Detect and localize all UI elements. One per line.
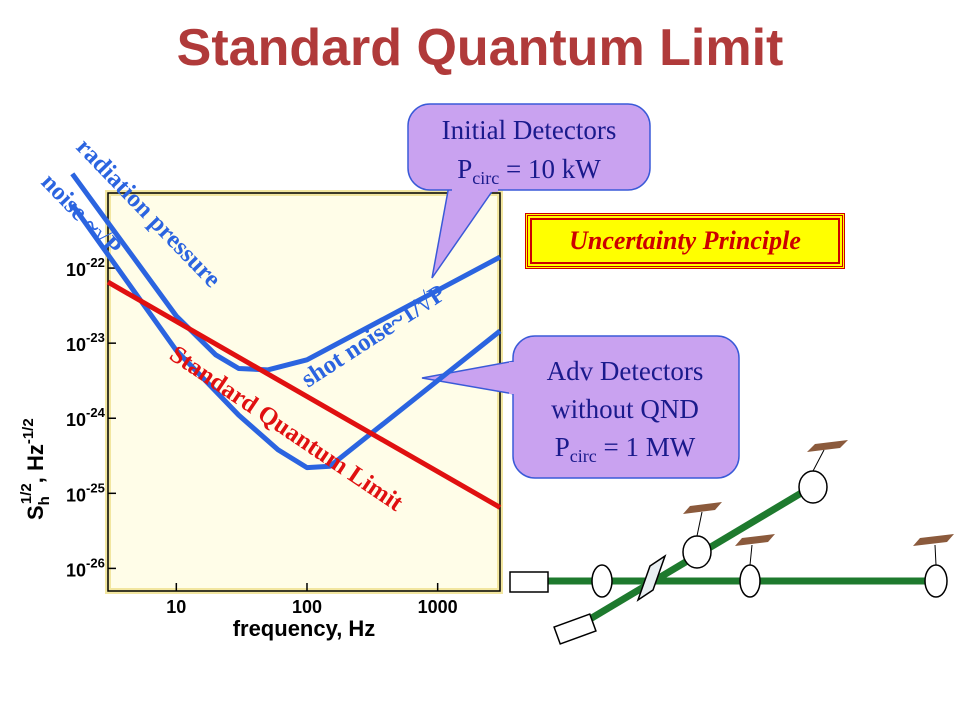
y-tick-label: 10-22 [66, 255, 105, 280]
y-tick-label: 10-24 [66, 405, 106, 430]
detector-box [553, 613, 597, 645]
callout-adv-line2: without QND [551, 394, 699, 424]
callout-initial-line2: Pcirc = 10 kW [457, 154, 601, 188]
x-axis-label: frequency, Hz [233, 616, 376, 641]
mirror-input-x [591, 564, 613, 598]
suspension-plate-4 [807, 440, 848, 452]
slide-title: Standard Quantum Limit [176, 19, 784, 77]
y-tick-label: 10-26 [66, 555, 105, 580]
callout-adv-detectors: Adv Detectors without QND Pcirc = 1 MW [421, 335, 740, 479]
mirror-end-x-1 [739, 564, 761, 598]
laser-box [509, 571, 549, 593]
callout-adv-box [512, 335, 740, 479]
callout-adv-line3: Pcirc = 1 MW [555, 432, 696, 466]
beam-splitter [636, 554, 667, 602]
standard-quantum-limit-line [106, 279, 502, 510]
suspension-plate-3 [913, 534, 954, 546]
suspension-plate-1 [683, 502, 722, 514]
callout-adv-line1: Adv Detectors [547, 356, 704, 386]
x-tick-label: 10 [166, 597, 186, 617]
y-tick-label: 10-23 [66, 330, 105, 355]
initial-detector-noise-curve [70, 172, 502, 373]
x-tick-label: 100 [292, 597, 322, 617]
y-axis-label: Sh1/2, Hz-1/2 [18, 418, 53, 520]
callout-initial-detectors: Initial Detectors Pcirc = 10 kW [407, 103, 651, 279]
interferometer-diagram [509, 440, 954, 645]
mirror-input-y [682, 535, 712, 569]
y-tick-label: 10-25 [66, 480, 105, 505]
uncertainty-principle-box: Uncertainty Principle [525, 213, 845, 269]
axis-ticks: 10 100 1000 10-22 10-23 10-24 10-25 10-26 [66, 255, 458, 617]
callout-initial-box [407, 103, 651, 191]
mirror-end-y [798, 470, 828, 504]
advanced-detector-noise-curve [70, 203, 502, 471]
x-tick-label: 1000 [418, 597, 458, 617]
suspension-plate-2 [735, 534, 775, 546]
mirror-end-x-2 [924, 564, 948, 598]
callout-initial-line1: Initial Detectors [442, 115, 617, 145]
